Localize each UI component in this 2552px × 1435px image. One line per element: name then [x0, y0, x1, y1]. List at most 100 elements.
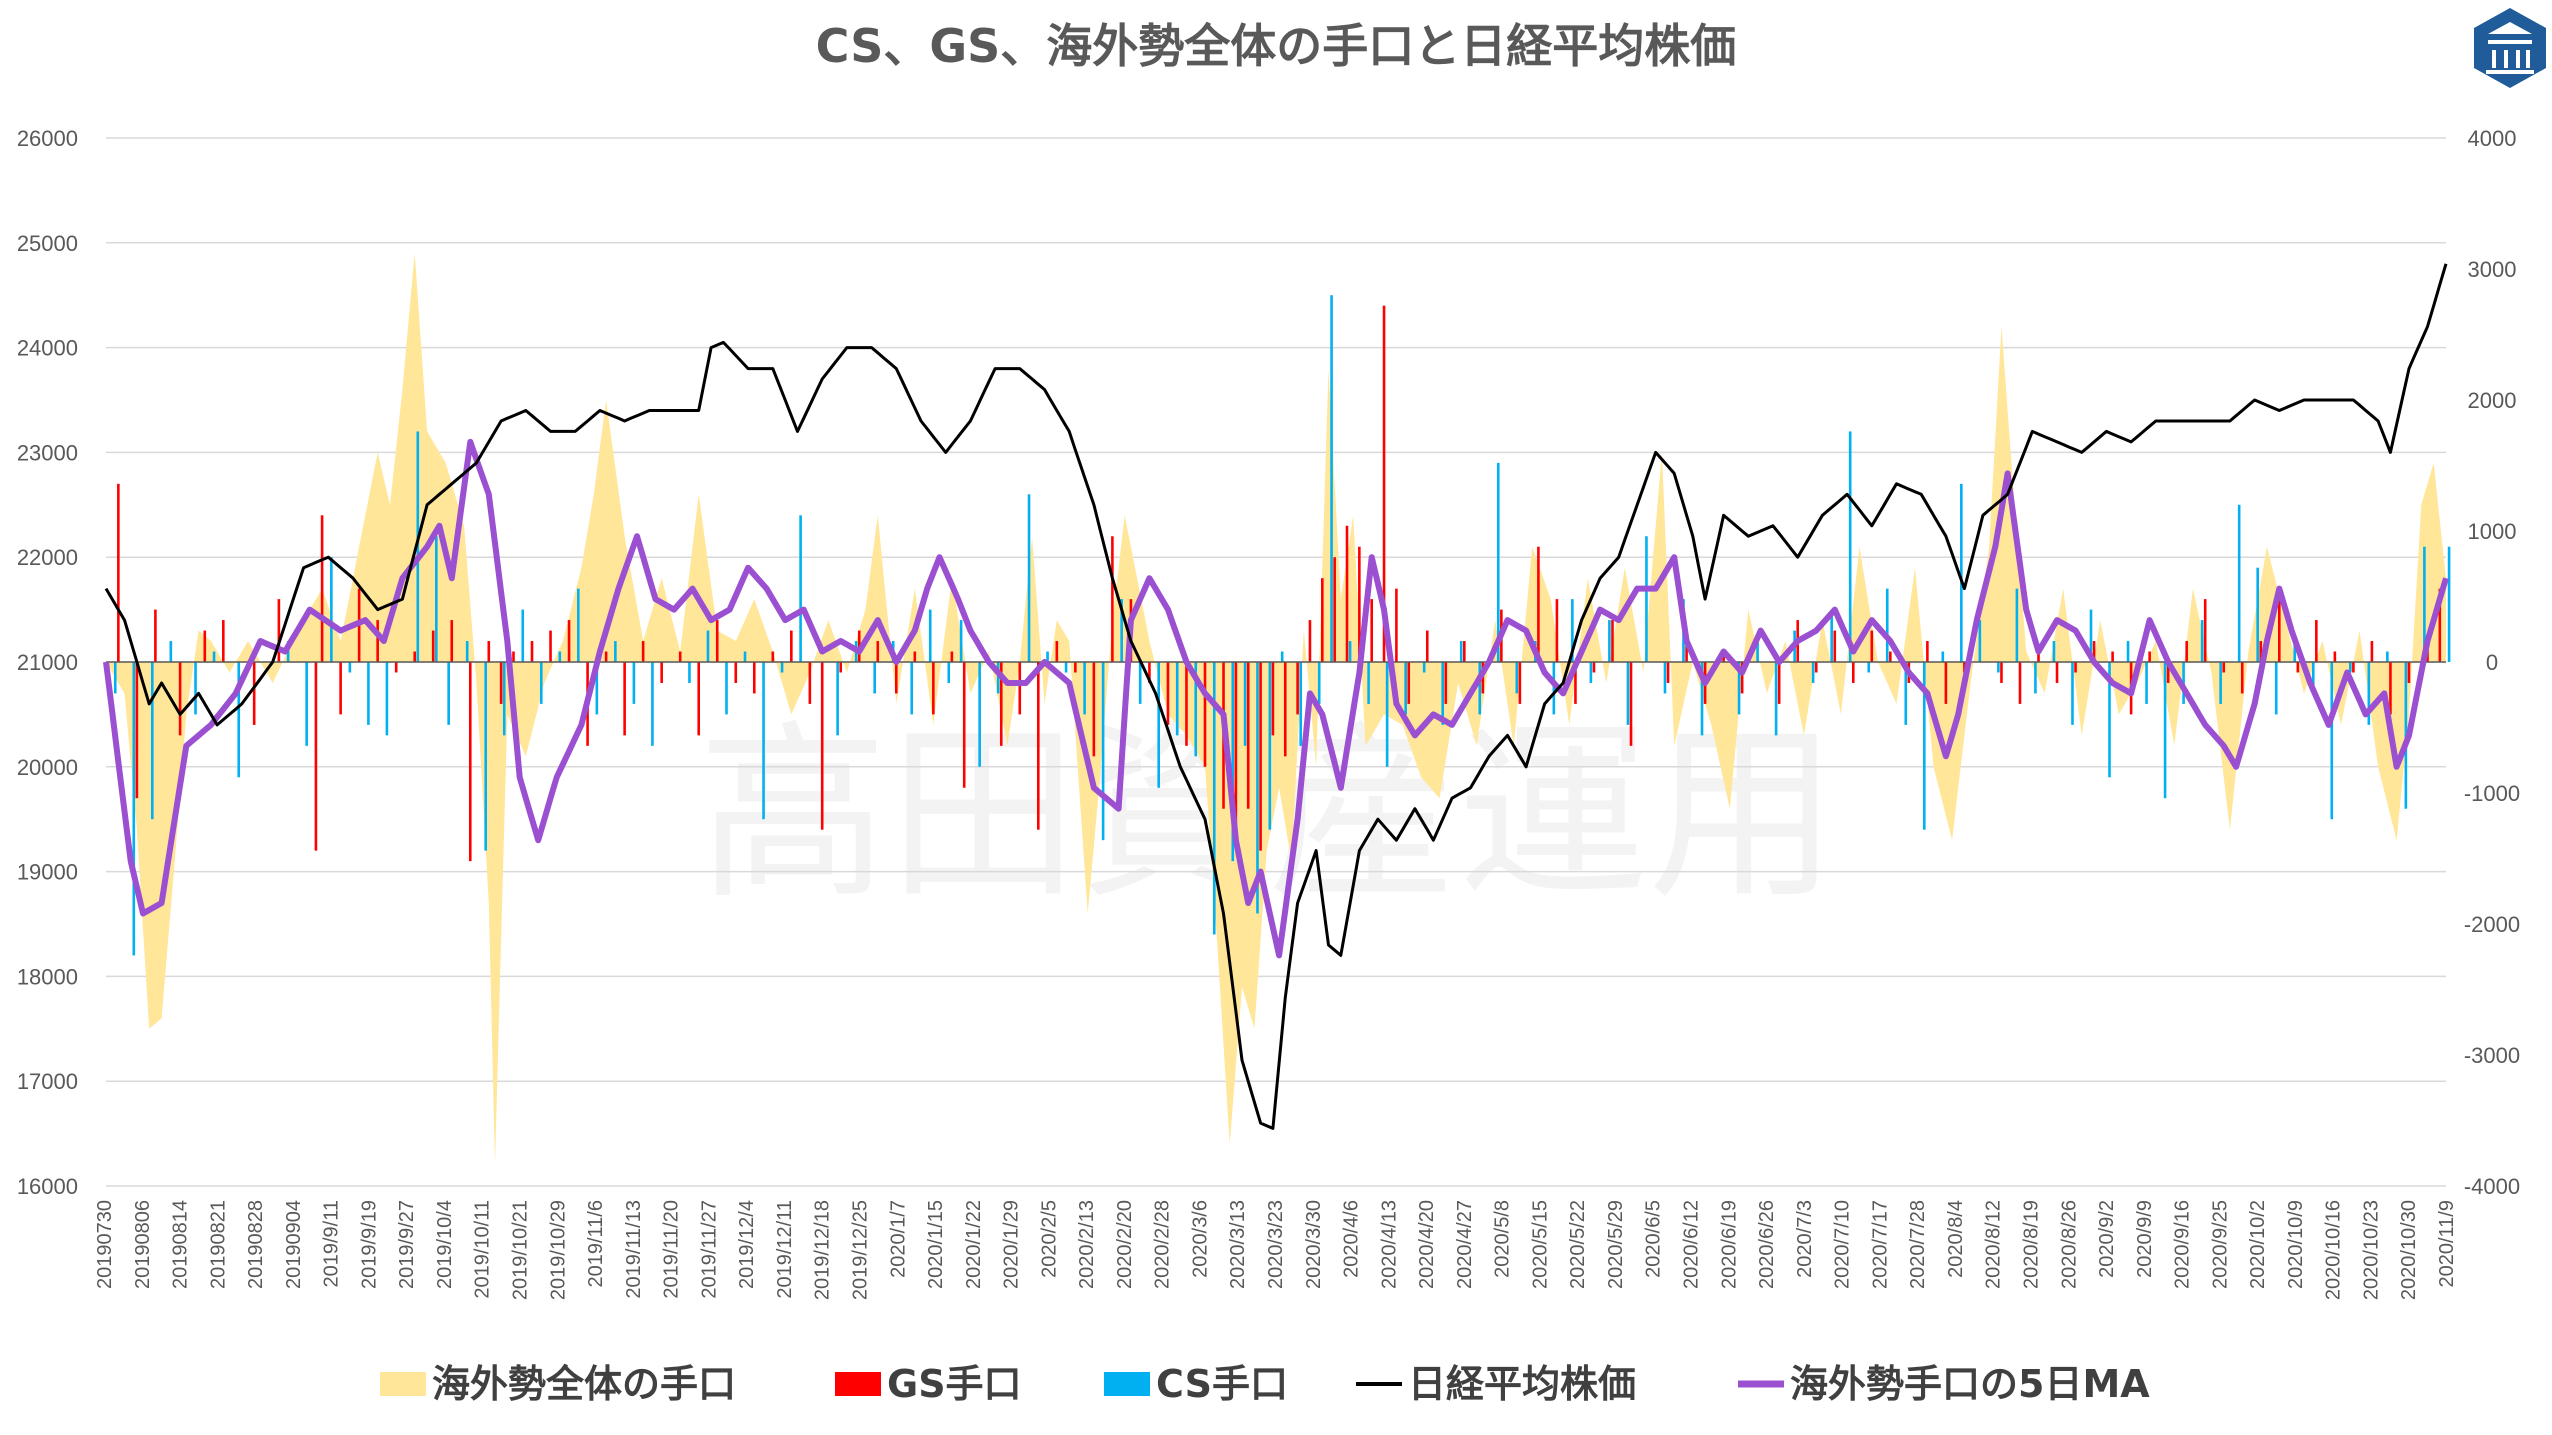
cs-bar: [465, 641, 469, 662]
gs-bar: [2111, 651, 2114, 662]
gs-bar: [2018, 662, 2022, 704]
cs-bar: [416, 431, 420, 662]
gs-bar: [1926, 641, 1929, 662]
cs-bar: [959, 620, 963, 662]
left-axis-tick: 23000: [17, 440, 78, 465]
gs-bar: [1234, 662, 1238, 830]
gs-bar: [2352, 662, 2355, 673]
gs-bar: [1074, 662, 1077, 673]
cs-bar: [2447, 546, 2451, 662]
cs-bar: [1101, 662, 1105, 841]
x-axis-tick: 2020/8/4: [1945, 1200, 1967, 1278]
x-axis-tick: 2019/12/4: [736, 1200, 758, 1289]
x-axis-tick: 2020/7/10: [1832, 1200, 1854, 1289]
x-axis-tick: 2020/8/19: [2021, 1200, 2043, 1289]
cs-bar: [2200, 620, 2204, 662]
gs-bar: [2315, 620, 2318, 662]
cs-bar: [1589, 662, 1593, 683]
gs-bar: [1308, 620, 1312, 662]
cs-bar: [1175, 662, 1179, 736]
x-axis-tick: 2019/11/13: [623, 1200, 645, 1299]
gs-bar: [1092, 662, 1096, 757]
cs-bar: [2256, 567, 2259, 662]
x-axis-tick: 2020/10/2: [2247, 1200, 2269, 1289]
gs-bar: [135, 662, 139, 799]
cs-bar: [447, 662, 450, 725]
gs-bar: [2148, 651, 2151, 662]
x-axis-tick: 2020/9/2: [2096, 1200, 2118, 1278]
x-axis-tick: 2020/6/26: [1756, 1200, 1778, 1289]
cs-bar: [1960, 483, 1963, 662]
gs-bar: [820, 662, 824, 830]
gs-bar: [2000, 662, 2003, 683]
left-axis-tick: 20000: [17, 755, 78, 780]
legend-label: GS手口: [887, 1362, 1022, 1406]
cs-bar: [762, 662, 765, 820]
cs-bar: [132, 662, 136, 956]
gs-bar: [913, 651, 917, 662]
foreign-total-area: [106, 253, 2446, 1166]
cs-bar: [2071, 662, 2074, 725]
gs-bar: [1777, 662, 1781, 704]
cs-bar: [706, 630, 710, 662]
gs-bar: [752, 662, 756, 694]
cs-bar: [2293, 641, 2297, 662]
cs-bar: [1157, 662, 1160, 788]
x-axis-tick: 2020/2/20: [1114, 1200, 1136, 1289]
x-axis-tick: 2020/4/6: [1341, 1200, 1363, 1278]
gs-bar: [1055, 641, 1059, 662]
cs-bar: [1663, 662, 1667, 694]
gs-bar: [1036, 662, 1040, 830]
gs-bar: [339, 662, 342, 715]
x-axis-tick: 2019/12/25: [850, 1200, 872, 1300]
gs-bar: [252, 662, 256, 725]
gs-bar: [2389, 662, 2392, 715]
cs-bar: [780, 662, 784, 673]
gs-bar: [1851, 662, 1855, 683]
gs-bar: [2277, 599, 2281, 662]
cs-bar: [1046, 651, 1049, 662]
cs-bar: [799, 515, 802, 662]
x-axis-tick: 2020/7/3: [1794, 1200, 1816, 1278]
cs-bar: [2145, 662, 2148, 704]
cs-bar: [2423, 546, 2426, 662]
x-axis-tick: 2020/1/7: [887, 1200, 909, 1278]
cs-bar: [2274, 662, 2278, 715]
cs-bar: [539, 662, 543, 704]
cs-bar: [1515, 662, 1519, 694]
gs-bar: [512, 651, 515, 662]
gs-bar: [771, 651, 775, 662]
gs-bar: [1111, 536, 1114, 662]
cs-bar: [385, 662, 389, 736]
x-axis-tick: 2020/5/22: [1567, 1200, 1589, 1289]
cs-bar: [348, 662, 352, 673]
cs-bar: [1231, 662, 1235, 862]
cs-bar: [2089, 609, 2093, 662]
gs-bar: [1537, 546, 1540, 662]
left-axis-ticks: 26000 25000 24000 23000 22000 21000 20000 19000…: [17, 126, 78, 1199]
gs-bar: [2438, 588, 2442, 662]
gs-bar: [203, 630, 207, 662]
legend-label: 海外勢手口の5日MA: [1790, 1362, 2150, 1406]
gs-bar: [1833, 630, 1837, 662]
right-axis-tick: -4000: [2464, 1174, 2520, 1199]
x-axis-tick: 20190806: [132, 1200, 154, 1289]
gs-bar: [1740, 662, 1744, 694]
cs-bar: [1978, 620, 1982, 662]
right-axis-tick: 1000: [2468, 519, 2517, 544]
ma5-line: [103, 438, 2449, 959]
cs-bar: [1194, 662, 1198, 757]
cs-bar: [1299, 662, 1302, 746]
gs-bar: [1444, 662, 1448, 704]
x-axis-tick: 2020/4/13: [1378, 1200, 1400, 1289]
gs-bar: [549, 630, 552, 662]
gs-bar: [1148, 662, 1151, 683]
left-axis-tick: 24000: [17, 336, 78, 361]
right-axis-tick: 4000: [2468, 126, 2517, 151]
gs-bar: [1592, 662, 1596, 673]
cs-bar: [1922, 662, 1926, 830]
gs-bar: [394, 662, 398, 673]
x-axis-tick: 2019/10/4: [434, 1200, 456, 1289]
x-axis-tick: 2020/2/5: [1038, 1200, 1060, 1278]
nikkei-line: [104, 263, 2448, 1130]
